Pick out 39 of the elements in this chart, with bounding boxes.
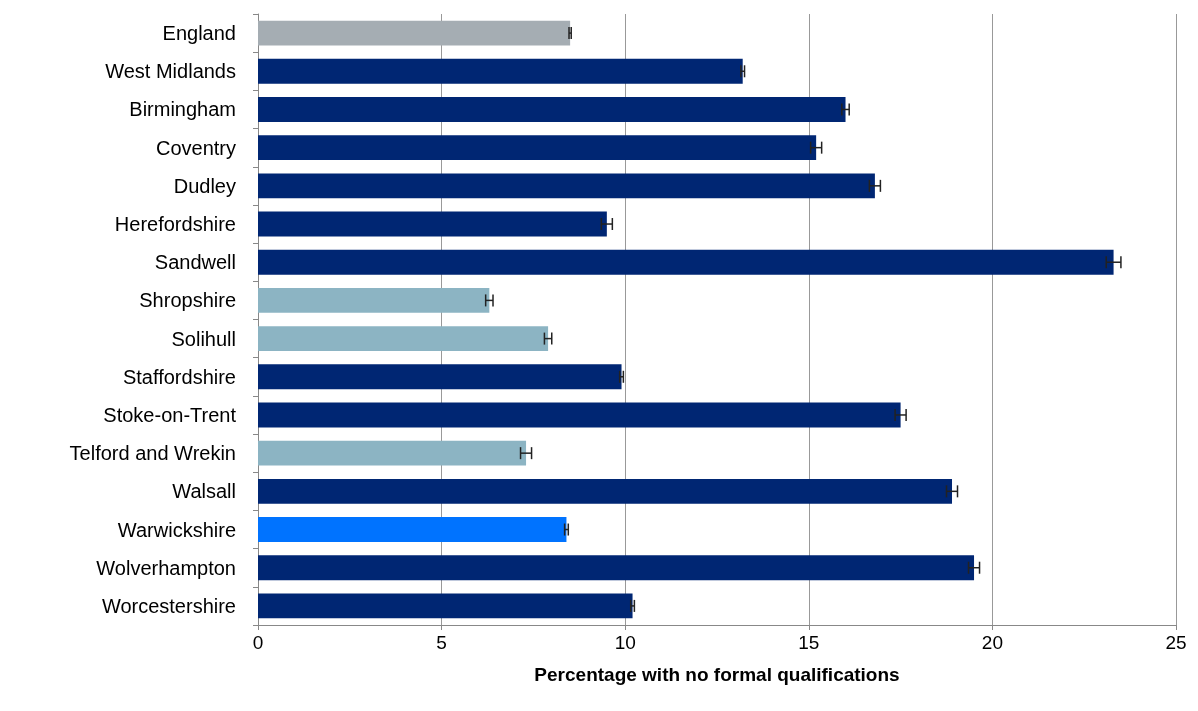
bar [258, 364, 622, 390]
bar [258, 593, 633, 619]
y-tick-label: Sandwell [154, 251, 236, 274]
x-tick-label: 0 [252, 632, 264, 653]
y-tick-label: Warwickshire [117, 518, 236, 541]
bar [258, 478, 953, 504]
bar [258, 135, 817, 161]
x-tick-label: 15 [798, 632, 820, 653]
x-tick-label: 10 [614, 632, 636, 653]
x-tick-label: 5 [436, 632, 447, 653]
y-tick-label: Birmingham [129, 98, 236, 121]
bar [258, 402, 901, 428]
y-tick-label: Dudley [173, 174, 236, 197]
x-tick-label: 20 [981, 632, 1003, 653]
x-axis-title: Percentage with no formal qualifications [534, 664, 900, 685]
y-tick-label: Staffordshire [122, 365, 236, 388]
y-tick-label: Walsall [172, 480, 236, 503]
y-tick-label: Solihull [171, 327, 236, 350]
bar [258, 211, 607, 237]
bar [258, 249, 1114, 275]
bar [258, 555, 975, 581]
y-tick-label: Shropshire [139, 289, 236, 312]
bar [258, 517, 567, 542]
y-tick-label: West Midlands [105, 60, 236, 83]
bar [258, 288, 490, 313]
bar [258, 58, 743, 84]
y-tick-label: Wolverhampton [96, 556, 236, 579]
bar [258, 440, 527, 466]
bar [258, 326, 549, 351]
bar [258, 97, 846, 122]
bar [258, 20, 571, 46]
bar [258, 173, 875, 199]
y-tick-label: Worcestershire [101, 594, 236, 617]
x-tick-label: 25 [1165, 632, 1187, 653]
y-tick-label: Telford and Wrekin [69, 442, 236, 465]
y-tick-label: Coventry [155, 136, 236, 159]
y-tick-label: Herefordshire [114, 213, 236, 236]
y-tick-label: Stoke-on-Trent [103, 403, 237, 426]
y-tick-label: England [162, 22, 236, 45]
